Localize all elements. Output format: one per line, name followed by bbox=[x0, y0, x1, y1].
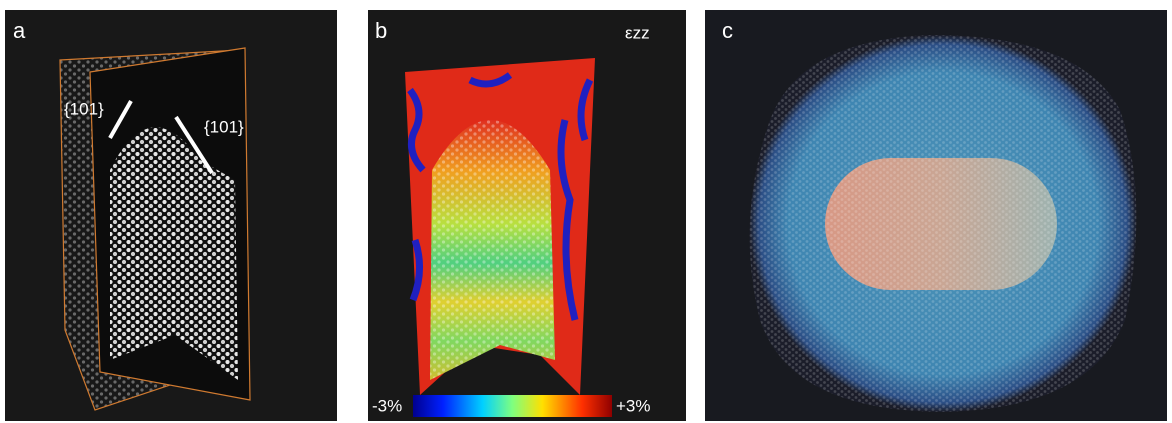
colorbar bbox=[413, 395, 612, 417]
facet-annotation: {101} bbox=[204, 117, 244, 136]
quantity-label: εzz bbox=[625, 23, 650, 42]
panel-label: b bbox=[375, 18, 387, 43]
colorbar-min-label: -3% bbox=[372, 396, 402, 415]
figure: a {101} {101} b εzz -3% +3% c bbox=[0, 0, 1172, 423]
panel-b: b εzz -3% +3% bbox=[368, 10, 686, 421]
atomic-lattice bbox=[750, 35, 1137, 412]
colorbar-max-label: +3% bbox=[616, 396, 651, 415]
panel-label: a bbox=[13, 18, 26, 43]
panel-a: a {101} {101} bbox=[5, 10, 337, 421]
facet-annotation: {101} bbox=[64, 99, 104, 118]
panel-c: c bbox=[705, 10, 1167, 421]
panel-label: c bbox=[722, 18, 733, 43]
atomic-lattice bbox=[430, 120, 555, 380]
